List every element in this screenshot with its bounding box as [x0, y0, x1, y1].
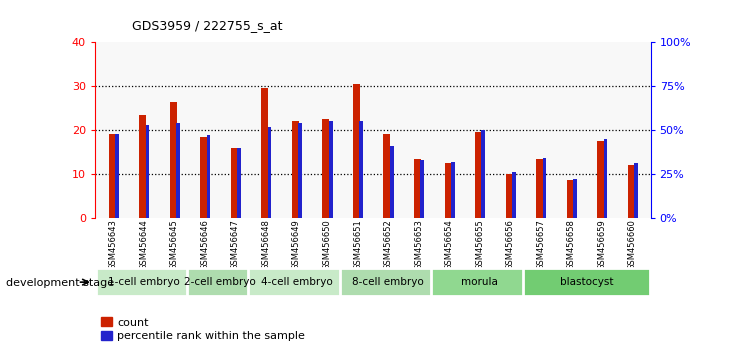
Bar: [604, 139, 607, 218]
Text: development stage: development stage: [6, 278, 114, 288]
Bar: [262, 88, 268, 218]
Bar: [634, 164, 637, 218]
Bar: [176, 123, 180, 218]
Bar: [420, 160, 424, 218]
Bar: [115, 133, 119, 218]
Bar: [536, 159, 543, 218]
FancyBboxPatch shape: [187, 268, 253, 296]
Bar: [353, 84, 360, 218]
Bar: [298, 123, 302, 218]
Text: morula: morula: [461, 277, 498, 287]
Bar: [292, 121, 299, 218]
FancyBboxPatch shape: [96, 268, 192, 296]
Text: 1-cell embryo: 1-cell embryo: [108, 277, 180, 287]
Bar: [414, 159, 421, 218]
Bar: [360, 121, 363, 218]
FancyBboxPatch shape: [340, 268, 436, 296]
Bar: [542, 158, 546, 218]
FancyBboxPatch shape: [431, 268, 528, 296]
Text: GDS3959 / 222755_s_at: GDS3959 / 222755_s_at: [132, 19, 282, 32]
Bar: [506, 174, 512, 218]
Bar: [170, 102, 176, 218]
Bar: [444, 163, 451, 218]
Bar: [573, 179, 577, 218]
Bar: [384, 135, 390, 218]
Bar: [512, 172, 515, 218]
Bar: [238, 148, 241, 218]
Text: blastocyst: blastocyst: [560, 277, 613, 287]
Text: 8-cell embryo: 8-cell embryo: [352, 277, 424, 287]
Bar: [628, 165, 635, 218]
Bar: [322, 119, 329, 218]
Bar: [329, 121, 333, 218]
Bar: [597, 141, 604, 218]
Bar: [140, 115, 146, 218]
FancyBboxPatch shape: [523, 268, 650, 296]
Text: 4-cell embryo: 4-cell embryo: [261, 277, 333, 287]
Bar: [231, 148, 238, 218]
Text: 2-cell embryo: 2-cell embryo: [184, 277, 256, 287]
Bar: [475, 132, 482, 218]
Bar: [200, 137, 207, 218]
Bar: [207, 135, 211, 218]
Bar: [145, 125, 149, 218]
Bar: [109, 135, 115, 218]
Bar: [268, 127, 271, 218]
Bar: [451, 162, 455, 218]
Legend: count, percentile rank within the sample: count, percentile rank within the sample: [101, 317, 305, 341]
Bar: [567, 181, 573, 218]
Bar: [482, 130, 485, 218]
FancyBboxPatch shape: [249, 268, 345, 296]
Bar: [390, 146, 393, 218]
